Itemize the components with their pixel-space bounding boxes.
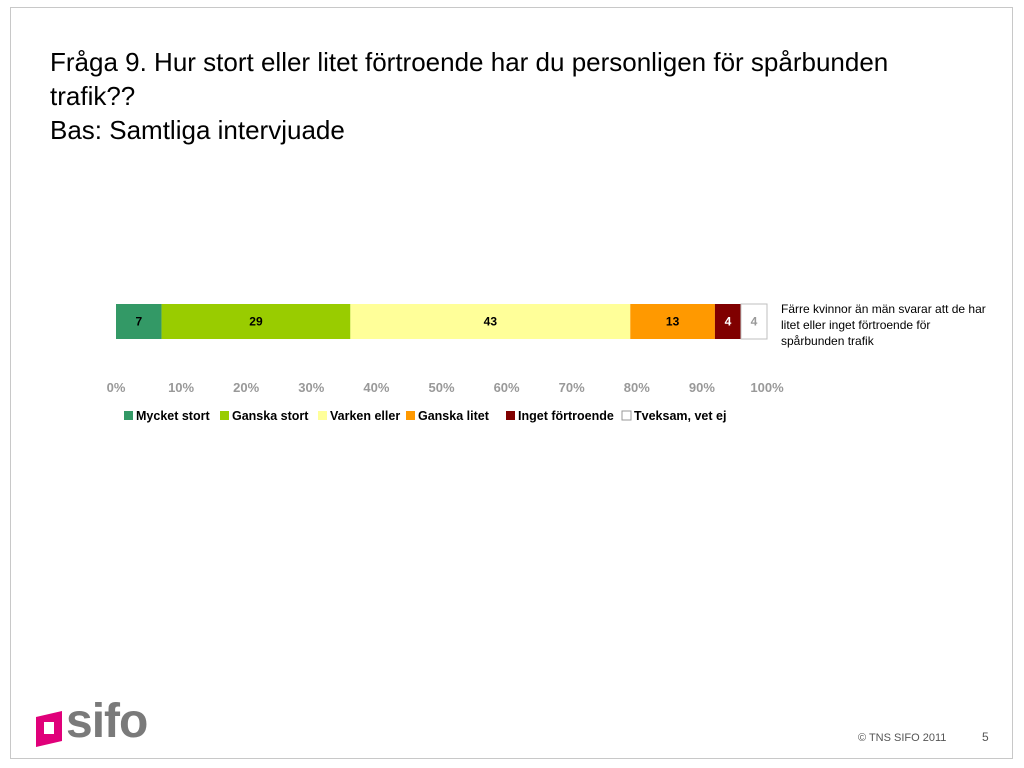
x-tick-label: 10% — [168, 380, 194, 395]
legend-label-inget-förtroende: Inget förtroende — [518, 409, 614, 423]
bar-label-mycket-stort: 7 — [135, 315, 142, 329]
legend-swatch-inget-förtroende — [506, 411, 515, 420]
slide-title: Fråga 9. Hur stort eller litet förtroend… — [50, 45, 990, 147]
x-tick-label: 30% — [298, 380, 324, 395]
subtitle: Bas: Samtliga intervjuade — [50, 115, 345, 145]
title-line-2: trafik?? — [50, 81, 136, 111]
bar-segment-varken-eller — [350, 304, 631, 339]
legend-swatch-tveksam-vet-ej — [621, 410, 632, 421]
bar-segment-tveksam-vet-ej — [740, 303, 768, 340]
legend-label-tveksam-vet-ej: Tveksam, vet ej — [634, 409, 726, 423]
page-number: 5 — [982, 730, 989, 744]
bar-segment-ganska-litet — [630, 304, 715, 339]
legend: Mycket stort Ganska stort Varken eller Gans… — [124, 409, 726, 423]
x-tick-label: 70% — [559, 380, 585, 395]
bar-label-varken-eller: 43 — [484, 315, 498, 329]
sifo-square-logo-icon — [36, 711, 62, 747]
bar-label-tveksam-vet-ej: 4 — [751, 315, 758, 329]
chart-note: Färre kvinnor än män svarar att de har l… — [781, 302, 986, 348]
x-tick-label: 100% — [750, 380, 784, 395]
x-tick-label: 0% — [107, 380, 126, 395]
bar-segment-inget-förtroende — [714, 304, 741, 339]
x-tick-label: 60% — [494, 380, 520, 395]
x-tick-label: 90% — [689, 380, 715, 395]
title-line-1: Fråga 9. Hur stort eller litet förtroend… — [50, 47, 889, 77]
sifo-logo: sifo — [32, 695, 172, 748]
legend-swatch-mycket-stort — [124, 411, 133, 420]
x-axis: 0% 10% 20% 30% 40% 50% 60% 70% 80% 90% 100% — [107, 380, 784, 395]
legend-label-ganska-stort: Ganska stort — [232, 409, 309, 423]
bar-label-ganska-stort: 29 — [249, 315, 263, 329]
x-tick-label: 20% — [233, 380, 259, 395]
legend-swatch-ganska-litet — [406, 411, 415, 420]
legend-label-ganska-litet: Ganska litet — [418, 409, 490, 423]
bars-group: 7 29 43 13 4 4 — [116, 303, 768, 340]
slide-frame — [10, 7, 1013, 759]
legend-swatch-ganska-stort — [220, 411, 229, 420]
x-tick-label: 40% — [363, 380, 389, 395]
logo-text: sifo — [66, 695, 148, 748]
bar-segment-mycket-stort — [116, 304, 162, 339]
bar-label-ganska-litet: 13 — [666, 315, 680, 329]
x-tick-label: 50% — [428, 380, 454, 395]
footer-copyright: © TNS SIFO 2011 — [858, 732, 947, 744]
legend-swatch-varken-eller — [318, 411, 327, 420]
bar-label-inget-förtroende: 4 — [725, 315, 732, 329]
bar-segment-ganska-stort — [161, 304, 351, 339]
legend-label-mycket-stort: Mycket stort — [136, 409, 210, 423]
x-tick-label: 80% — [624, 380, 650, 395]
legend-label-varken-eller: Varken eller — [330, 409, 400, 423]
